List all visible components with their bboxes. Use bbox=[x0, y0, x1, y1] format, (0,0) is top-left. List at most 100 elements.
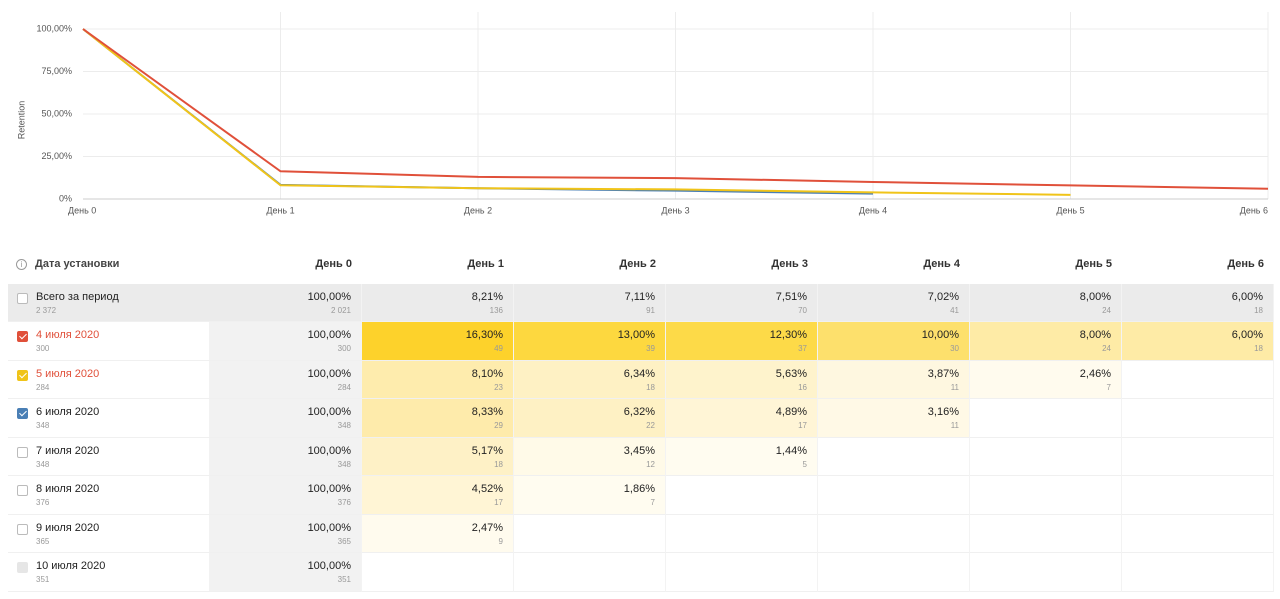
cell-count: 17 bbox=[798, 421, 807, 430]
header-title: Дата установки bbox=[35, 258, 120, 271]
cell-percent: 3,16% bbox=[927, 406, 959, 418]
cell: 100,00% 348 bbox=[209, 437, 362, 476]
cell-count: 2 021 bbox=[330, 305, 351, 315]
row-count: 376 bbox=[36, 498, 50, 507]
y-tick-label: 50,00% bbox=[41, 108, 72, 118]
row-count: 348 bbox=[36, 421, 50, 430]
cell bbox=[970, 553, 1122, 592]
cell-count: 12 bbox=[646, 459, 655, 469]
cell-count: 300 bbox=[337, 344, 351, 353]
row-date: 9 июля 2020 bbox=[36, 521, 100, 534]
cell-percent: 10,00% bbox=[921, 329, 959, 341]
cell-percent: 7,11% bbox=[624, 290, 655, 303]
cell: 4,89% 17 bbox=[666, 399, 818, 438]
row-date: 8 июля 2020 bbox=[36, 483, 100, 495]
cell-count: 70 bbox=[798, 305, 807, 315]
cell bbox=[818, 437, 970, 476]
cell: 6,00% 18 bbox=[1122, 322, 1274, 361]
cell: 8,00% 24 bbox=[970, 283, 1122, 322]
header-cell: День 4 bbox=[923, 258, 960, 271]
x-tick-label: День 5 bbox=[1056, 205, 1084, 215]
cell: 100,00% 348 bbox=[209, 399, 362, 438]
checkbox[interactable] bbox=[17, 292, 28, 304]
cell-percent: 8,33% bbox=[471, 406, 503, 418]
y-tick-label: 100,00% bbox=[36, 23, 72, 33]
cell-count: 284 bbox=[337, 382, 351, 392]
cell-count: 23 bbox=[494, 382, 503, 392]
cell-percent: 100,00% bbox=[307, 560, 351, 572]
info-icon[interactable]: i bbox=[16, 258, 27, 270]
cell: 100,00% 2 021 bbox=[209, 283, 362, 322]
row-count: 365 bbox=[36, 536, 50, 546]
cell-count: 91 bbox=[646, 305, 655, 315]
y-tick-label: 75,00% bbox=[41, 66, 72, 76]
header-cell: i Дата установки bbox=[8, 245, 209, 284]
checkbox[interactable] bbox=[17, 331, 28, 342]
cell-count: 22 bbox=[646, 421, 655, 430]
cell bbox=[1122, 437, 1274, 476]
cell bbox=[514, 514, 666, 553]
cell-count: 24 bbox=[1102, 344, 1111, 353]
row-label: Всего за период 2 372 bbox=[8, 283, 209, 322]
cell: 5,17% 18 bbox=[362, 437, 514, 476]
header-cell: День 1 bbox=[467, 258, 504, 271]
header-cell: День 0 bbox=[315, 258, 352, 271]
row-label: 5 июля 2020 284 bbox=[8, 361, 209, 399]
cell: 100,00% 376 bbox=[209, 476, 362, 515]
cell: 10,00% 30 bbox=[818, 322, 970, 361]
cell-percent: 1,44% bbox=[775, 444, 807, 457]
cell: 2,47% 9 bbox=[362, 514, 514, 553]
row-count: 348 bbox=[36, 459, 50, 469]
cell-percent: 8,10% bbox=[471, 367, 503, 380]
checkbox[interactable] bbox=[17, 485, 28, 496]
row-label: 6 июля 2020 348 bbox=[8, 399, 209, 438]
cell-count: 41 bbox=[950, 305, 959, 315]
cell-percent: 100,00% bbox=[307, 290, 351, 303]
cell-percent: 6,00% bbox=[1231, 290, 1263, 303]
cell-count: 11 bbox=[950, 421, 959, 430]
row-date: Всего за период bbox=[36, 290, 119, 303]
cell-count: 30 bbox=[950, 344, 959, 353]
checkbox[interactable] bbox=[17, 523, 28, 535]
x-tick-label: День 2 bbox=[464, 205, 492, 215]
cell-count: 24 bbox=[1102, 305, 1111, 315]
checkbox[interactable] bbox=[17, 408, 28, 419]
cell-count: 18 bbox=[494, 459, 503, 469]
cell bbox=[666, 476, 818, 515]
cell: 6,00% 18 bbox=[1122, 283, 1274, 322]
cell bbox=[818, 514, 970, 553]
cell-count: 351 bbox=[337, 575, 351, 584]
cell bbox=[970, 476, 1122, 515]
cell-percent: 3,87% bbox=[927, 367, 959, 380]
cell: 8,33% 29 bbox=[362, 399, 514, 438]
header-cell: День 6 bbox=[1227, 258, 1264, 271]
cell: 3,16% 11 bbox=[818, 399, 970, 438]
x-tick-label: День 1 bbox=[266, 205, 294, 215]
checkbox[interactable] bbox=[17, 369, 28, 381]
cell: 100,00% 351 bbox=[209, 553, 362, 592]
cell: 100,00% 284 bbox=[209, 360, 362, 399]
cell-count: 365 bbox=[337, 536, 351, 546]
cell bbox=[970, 437, 1122, 476]
cell bbox=[1122, 360, 1274, 399]
cell bbox=[1122, 553, 1274, 592]
row-label: 10 июля 2020 351 bbox=[8, 553, 209, 592]
cell-count: 29 bbox=[494, 421, 503, 430]
y-tick-label: 25,00% bbox=[41, 151, 72, 161]
cell-percent: 100,00% bbox=[307, 444, 351, 457]
y-tick-label: 0% bbox=[59, 193, 72, 203]
row-date: 4 июля 2020 bbox=[36, 329, 100, 341]
checkbox bbox=[17, 562, 28, 573]
cell: 1,86% 7 bbox=[514, 476, 666, 515]
checkbox[interactable] bbox=[17, 446, 28, 458]
cell-count: 11 bbox=[950, 382, 959, 392]
header-cell: День 2 bbox=[619, 258, 656, 271]
y-axis-label: Retention bbox=[16, 101, 26, 140]
x-tick-label: День 3 bbox=[661, 205, 689, 215]
cell-percent: 6,34% bbox=[623, 367, 655, 380]
cell-count: 348 bbox=[337, 421, 351, 430]
x-tick-label: День 0 bbox=[68, 205, 96, 215]
cell-percent: 7,02% bbox=[927, 290, 959, 303]
cell bbox=[1122, 399, 1274, 438]
